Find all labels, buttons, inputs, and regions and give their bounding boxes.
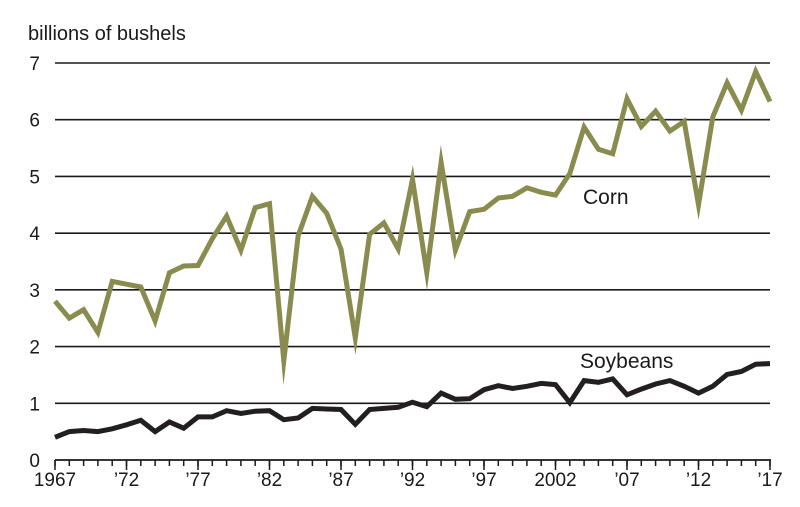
x-tick-label-1997: ’97	[471, 470, 496, 491]
series-label-soybeans: Soybeans	[580, 350, 673, 373]
x-tick-label-2007: ’07	[614, 470, 639, 491]
y-tick-label-4: 4	[29, 224, 40, 245]
series-line-soybeans	[54, 361, 771, 440]
y-tick-label-3: 3	[29, 281, 40, 302]
x-tick-label-2017: ’17	[757, 470, 782, 491]
y-tick-label-0: 0	[29, 451, 40, 472]
series-lines	[53, 65, 773, 440]
series-labels: Corn Soybeans	[580, 186, 673, 373]
x-tick-label-1987: ’87	[328, 470, 353, 491]
series-line-corn	[53, 65, 773, 386]
series-label-corn: Corn	[583, 186, 629, 209]
x-tick-label-2012: ’12	[686, 470, 711, 491]
y-tick-label-6: 6	[29, 111, 40, 132]
x-tick-label-1982: ’82	[257, 470, 282, 491]
y-tick-label-2: 2	[29, 338, 40, 359]
x-tick-label-1967: 1967	[34, 470, 76, 491]
x-tick-label-1977: ’77	[185, 470, 210, 491]
x-tick-label-1972: ’72	[114, 470, 139, 491]
x-tick-label-1992: ’92	[400, 470, 425, 491]
y-tick-label-1: 1	[29, 394, 40, 415]
x-tick-label-2002: 2002	[534, 470, 576, 491]
y-tick-labels: 0 1 2 3 4 5 6 7	[29, 54, 40, 472]
y-tick-label-7: 7	[29, 54, 40, 75]
y-tick-label-5: 5	[29, 167, 40, 188]
x-axis: 1967 ’72 ’77 ’82 ’87 ’92 ’97 2002 ’07 ’12 ’17	[34, 459, 783, 491]
y-axis-label: billions of bushels	[28, 23, 186, 45]
